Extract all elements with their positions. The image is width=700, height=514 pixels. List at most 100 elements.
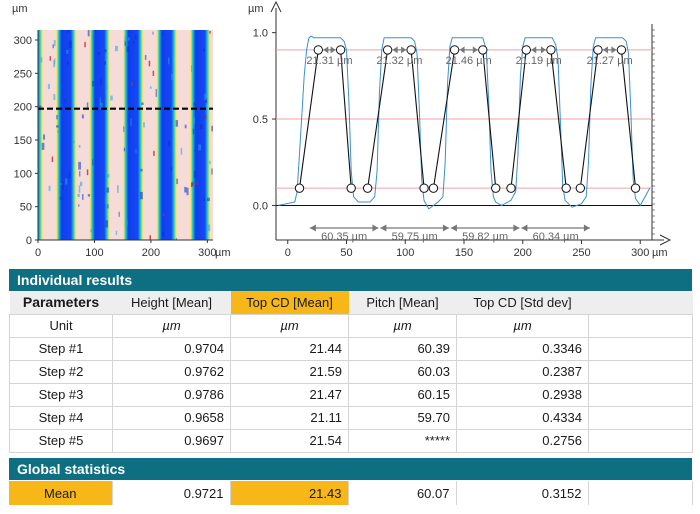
heatmap-noise-speck <box>155 89 157 97</box>
global-spacer <box>588 481 693 505</box>
heatmap-noise-speck <box>140 168 143 172</box>
heatmap-noise-speck <box>211 125 213 132</box>
heatmap-x-tick-label: 0 <box>35 247 41 259</box>
profile-x-tick-label: 100 <box>396 247 414 259</box>
heatmap-noise-speck <box>192 181 194 186</box>
profile-x-unit: µm <box>652 247 668 259</box>
arrow-right-icon <box>401 46 407 54</box>
height-value: 0.9704 <box>112 336 231 360</box>
heatmap-noise-speck <box>52 44 54 49</box>
heatmap-y-tick-label: 200 <box>14 102 32 114</box>
row-spacer <box>588 359 693 383</box>
profile-x-tick-label: 300 <box>631 247 649 259</box>
heatmap-noise-speck <box>61 182 64 190</box>
pitch-value: ***** <box>348 428 457 453</box>
heatmap-noise-speck <box>152 31 154 35</box>
profile-bottom-point <box>506 183 516 193</box>
heatmap-noise-speck <box>123 147 125 152</box>
heatmap-noise-speck <box>205 98 208 104</box>
profile-edge-line <box>367 49 389 189</box>
heatmap-noise-speck <box>79 171 81 177</box>
row-spacer <box>588 405 693 429</box>
arrow-right-icon <box>540 46 546 54</box>
profile-top-point <box>449 45 460 55</box>
heatmap-defect-speck <box>152 70 155 76</box>
profile-top-point <box>335 45 346 55</box>
pitch-label: 60.35 µm <box>321 231 367 243</box>
heatmap-noise-speck <box>162 231 165 236</box>
height-value: 0.9658 <box>112 405 231 429</box>
heatmap-noise-speck <box>92 81 95 87</box>
row-spacer <box>588 428 693 453</box>
heatmap-defect-speck <box>86 169 89 176</box>
heatmap-defect-speck <box>131 82 133 86</box>
heatmap-noise-speck <box>78 204 80 207</box>
profile-series-line <box>278 35 651 210</box>
pitch-label: 60.34 µm <box>533 231 579 243</box>
heatmap-defect-speck <box>204 114 207 119</box>
height-value: 0.9762 <box>112 359 231 383</box>
profile-top-point <box>313 45 323 55</box>
heatmap-noise-speck <box>92 159 94 166</box>
profile-bottom-point <box>362 183 373 193</box>
heatmap-noise-speck <box>99 97 101 105</box>
heatmap-y-tick-label: 0 <box>26 235 32 247</box>
heatmap-noise-speck <box>38 96 40 104</box>
profile-edge-line <box>432 49 456 189</box>
heatmap-noise-speck <box>194 149 196 153</box>
heatmap-noise-speck <box>149 86 152 89</box>
heatmap-noise-speck <box>168 57 170 65</box>
heatmap-noise-speck <box>105 82 108 90</box>
heatmap-noise-speck <box>87 30 90 37</box>
global-statistics-table: Mean 0.9721 21.43 60.07 0.3152 <box>9 481 693 505</box>
table-row: Step #2 0.9762 21.59 60.03 0.2387 <box>9 359 693 383</box>
heatmap-noise-speck <box>53 94 56 101</box>
heatmap-noise-speck <box>170 167 173 171</box>
heatmap-noise-speck <box>78 144 81 148</box>
heatmap-texture <box>38 30 213 240</box>
pitch-value: 60.39 <box>348 336 457 360</box>
pitch-value: 60.15 <box>348 382 457 406</box>
heatmap-noise-speck <box>56 115 58 120</box>
profile-edge-line <box>340 49 352 189</box>
heatmap-noise-speck <box>59 196 63 201</box>
heatmap-noise-speck <box>124 40 127 46</box>
heatmap-noise-speck <box>193 102 195 106</box>
mean-pitch-value: 60.07 <box>348 481 457 505</box>
profile-edge-line <box>298 49 319 189</box>
profile-edge-line <box>482 49 497 189</box>
heatmap-noise-speck <box>130 118 132 126</box>
arrow-right-icon <box>330 46 336 54</box>
y-axis-arrow-icon <box>270 0 282 13</box>
top-cd-label: 21.27 µm <box>587 55 633 67</box>
heatmap-noise-speck <box>193 171 196 178</box>
heatmap-noise-speck <box>63 99 65 104</box>
profile-edge-line <box>410 49 425 189</box>
heatmap-noise-speck <box>168 140 171 147</box>
heatmap-image <box>38 30 213 240</box>
heatmap-defect-speck <box>196 181 199 185</box>
profile-bottom-point <box>630 183 641 193</box>
results-header-row: Parameters Height [Mean] Top CD [Mean] P… <box>9 291 693 314</box>
profile-x-tick-label: 50 <box>340 247 352 259</box>
heatmap-noise-speck <box>48 185 51 191</box>
heatmap-noise-speck <box>128 37 130 41</box>
heatmap-noise-speck <box>132 41 135 44</box>
heatmap-noise-speck <box>57 130 59 133</box>
profile-edge-line <box>620 49 637 189</box>
col-header-height-mean: Height [Mean] <box>112 291 231 314</box>
heatmap-noise-speck <box>78 161 81 170</box>
heatmap-noise-speck <box>115 45 118 52</box>
profile-top-point <box>546 45 556 55</box>
arrow-right-icon <box>583 224 590 232</box>
heatmap-noise-speck <box>191 65 192 73</box>
profile-edge-line <box>579 49 599 189</box>
heatmap-noise-speck <box>41 142 45 150</box>
step-label: Step #2 <box>9 359 113 383</box>
height-map: µm 0 50 100 150 200 250 300 0 100 200 300 µm <box>12 3 231 259</box>
profile-top-point <box>478 45 488 55</box>
heatmap-noise-speck <box>82 194 84 200</box>
heatmap-x-unit: µm <box>215 247 231 259</box>
arrow-left-icon <box>309 224 316 232</box>
heatmap-noise-speck <box>117 185 119 193</box>
